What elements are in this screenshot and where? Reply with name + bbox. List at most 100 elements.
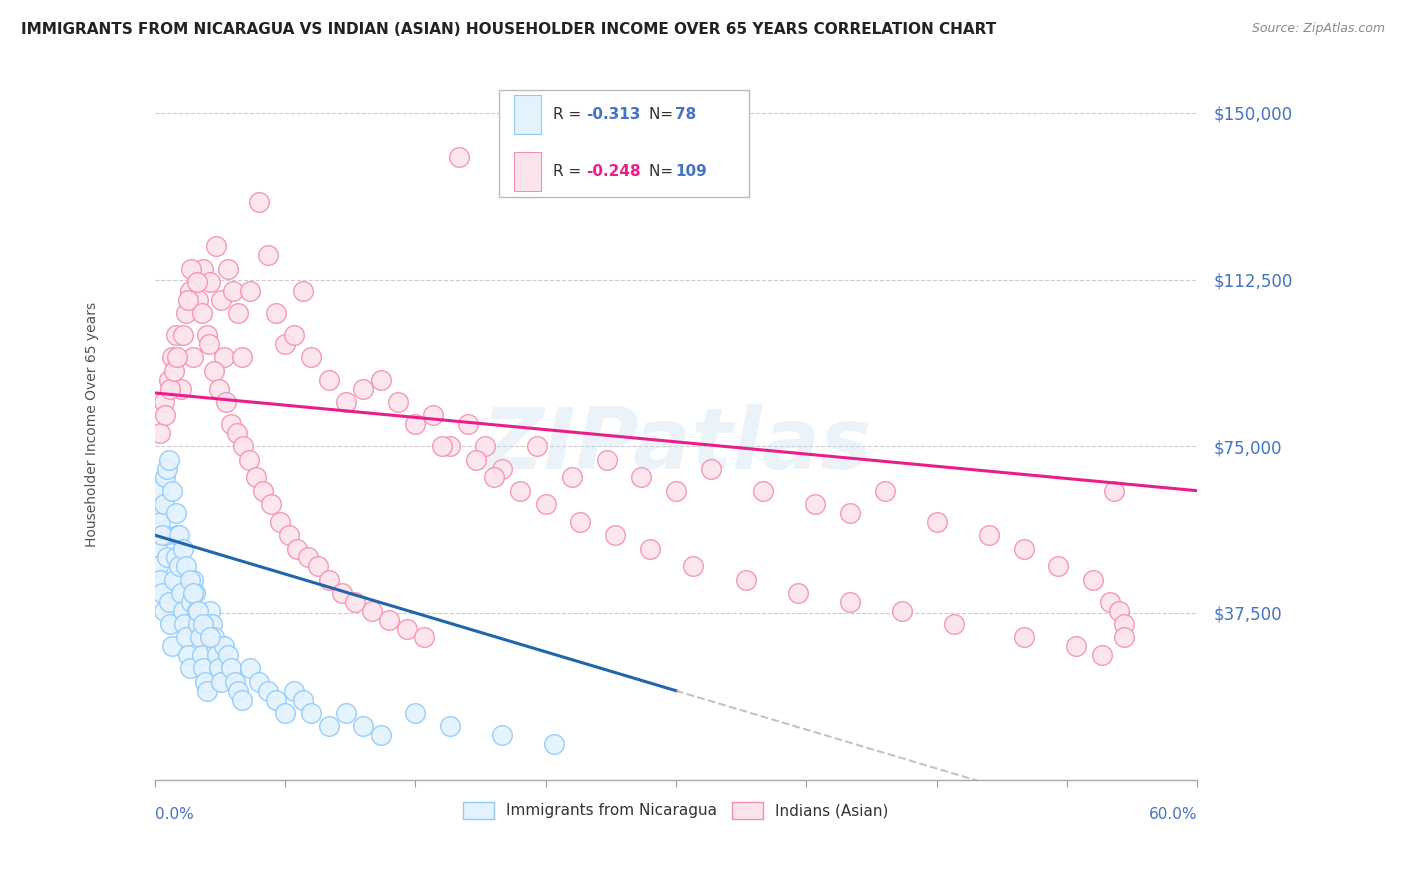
Point [186, 604, 208, 618]
Point [157, 373, 180, 387]
Point [166, 528, 188, 542]
Point [187, 604, 209, 618]
Point [202, 364, 225, 378]
Text: Source: ZipAtlas.com: Source: ZipAtlas.com [1251, 22, 1385, 36]
Point [977, 528, 1000, 542]
Point [260, 497, 283, 511]
Point [395, 622, 418, 636]
Point [630, 470, 652, 484]
Point [191, 648, 214, 662]
Point [256, 248, 278, 262]
Text: N=: N= [650, 107, 678, 122]
Point [291, 284, 314, 298]
Point [204, 640, 226, 654]
Legend: Immigrants from Nicaragua, Indians (Asian): Immigrants from Nicaragua, Indians (Asia… [457, 796, 894, 825]
Text: -0.248: -0.248 [586, 164, 641, 179]
Point [786, 586, 808, 600]
Point [561, 470, 583, 484]
Point [163, 364, 186, 378]
Point [207, 648, 229, 662]
Text: ZIPat​las: ZIPat​las [481, 404, 872, 487]
Point [165, 550, 187, 565]
Point [285, 541, 308, 556]
Point [247, 674, 270, 689]
Point [1081, 573, 1104, 587]
Point [225, 425, 247, 440]
Point [195, 328, 218, 343]
Point [156, 461, 179, 475]
Point [208, 382, 231, 396]
Point [873, 483, 896, 498]
Point [413, 631, 436, 645]
Text: 109: 109 [675, 164, 707, 179]
Point [256, 683, 278, 698]
Point [186, 275, 208, 289]
Point [187, 293, 209, 307]
Point [208, 661, 231, 675]
Text: 0.0%: 0.0% [155, 806, 194, 822]
Point [283, 683, 305, 698]
Point [156, 550, 179, 565]
Point [465, 452, 488, 467]
Point [274, 706, 297, 720]
Point [181, 351, 204, 365]
Point [239, 661, 262, 675]
Point [605, 528, 627, 542]
Text: 60.0%: 60.0% [1149, 806, 1198, 822]
Point [569, 515, 592, 529]
Y-axis label: Householder Income Over 65 years: Householder Income Over 65 years [86, 301, 100, 547]
Bar [515, 152, 540, 191]
Point [1064, 640, 1087, 654]
Point [170, 382, 193, 396]
Point [335, 706, 357, 720]
Point [167, 528, 190, 542]
Point [404, 706, 426, 720]
FancyBboxPatch shape [499, 90, 749, 196]
Point [404, 417, 426, 431]
Text: N=: N= [650, 164, 678, 179]
Point [231, 692, 253, 706]
Point [149, 515, 172, 529]
Text: IMMIGRANTS FROM NICARAGUA VS INDIAN (ASIAN) HOUSEHOLDER INCOME OVER 65 YEARS COR: IMMIGRANTS FROM NICARAGUA VS INDIAN (ASI… [21, 22, 997, 37]
Point [1099, 595, 1122, 609]
Point [266, 692, 288, 706]
Point [297, 550, 319, 565]
Point [226, 683, 249, 698]
Point [422, 408, 444, 422]
Point [387, 394, 409, 409]
Point [181, 573, 204, 587]
Point [361, 604, 384, 618]
Point [1108, 604, 1130, 618]
Point [370, 373, 392, 387]
Point [509, 483, 531, 498]
Point [180, 261, 202, 276]
Point [174, 306, 197, 320]
Point [335, 394, 357, 409]
Point [184, 586, 207, 600]
Point [318, 719, 340, 733]
Point [172, 604, 194, 618]
Point [165, 506, 187, 520]
Point [179, 661, 201, 675]
Point [195, 683, 218, 698]
Point [155, 408, 177, 422]
Point [700, 461, 723, 475]
Point [155, 470, 177, 484]
Point [152, 394, 174, 409]
Text: 78: 78 [675, 107, 696, 122]
Point [166, 351, 188, 365]
Point [191, 306, 214, 320]
Point [595, 452, 617, 467]
Point [172, 541, 194, 556]
Point [1114, 617, 1136, 632]
Point [245, 470, 267, 484]
Point [482, 470, 505, 484]
Point [1012, 631, 1035, 645]
Point [179, 573, 201, 587]
Point [150, 528, 173, 542]
Point [1114, 631, 1136, 645]
Point [804, 497, 827, 511]
Point [430, 439, 453, 453]
Point [925, 515, 948, 529]
Point [149, 425, 172, 440]
